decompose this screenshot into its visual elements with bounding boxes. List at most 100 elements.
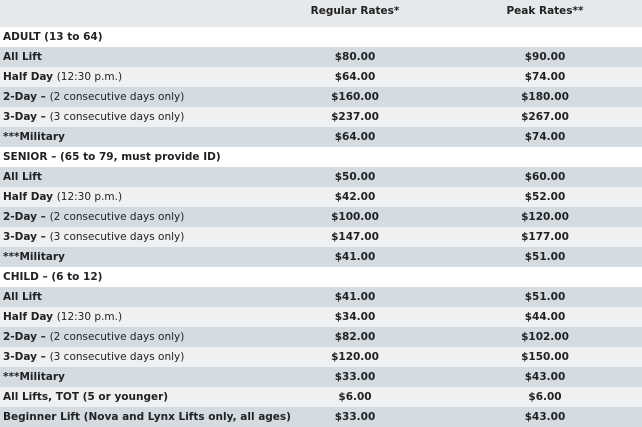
section-row: ADULT (13 to 64) <box>0 27 642 47</box>
rate-note: (3 consecutive days only) <box>49 231 185 243</box>
peak-rate: $180.00 <box>448 87 642 107</box>
rate-note: (12:30 p.m.) <box>56 191 123 203</box>
rate-note: (2 consecutive days only) <box>49 211 185 223</box>
section-title: ADULT (13 to 64) <box>0 27 642 47</box>
header-blank <box>0 0 262 27</box>
rate-label-cell: Half Day (12:30 p.m.) <box>0 67 262 87</box>
peak-rate: $90.00 <box>448 47 642 67</box>
rate-label: 3-Day – <box>3 351 46 363</box>
regular-rate: $33.00 <box>262 367 448 387</box>
rate-row: 3-Day – (3 consecutive days only) $237.00… <box>0 107 642 127</box>
regular-rate: $6.00 <box>262 387 448 407</box>
section-row: SENIOR – (65 to 79, must provide ID) <box>0 147 642 167</box>
header-row: Regular Rates* Peak Rates** <box>0 0 642 27</box>
rate-label-cell: 2-Day – (2 consecutive days only) <box>0 207 262 227</box>
rate-label: Half Day <box>3 71 54 83</box>
rate-label: All Lift <box>3 171 42 183</box>
rate-label-cell: All Lift <box>0 167 262 187</box>
rate-row: All Lift $41.00 $51.00 <box>0 287 642 307</box>
peak-rate: $60.00 <box>448 167 642 187</box>
regular-rate: $41.00 <box>262 287 448 307</box>
rate-label: ***Military <box>3 371 65 383</box>
regular-rate: $100.00 <box>262 207 448 227</box>
rate-label: 3-Day – <box>3 111 46 123</box>
rate-row: 3-Day – (3 consecutive days only) $120.00… <box>0 347 642 367</box>
rate-row: Half Day (12:30 p.m.) $42.00 $52.00 <box>0 187 642 207</box>
peak-rate: $43.00 <box>448 407 642 427</box>
regular-rate: $64.00 <box>262 67 448 87</box>
rate-label-cell: All Lifts, TOT (5 or younger) <box>0 387 262 407</box>
peak-rate: $120.00 <box>448 207 642 227</box>
rate-label: All Lift <box>3 51 42 63</box>
rate-label-cell: 3-Day – (3 consecutive days only) <box>0 227 262 247</box>
header-peak: Peak Rates** <box>448 0 642 27</box>
rate-label-cell: 3-Day – (3 consecutive days only) <box>0 347 262 367</box>
rate-row: 2-Day – (2 consecutive days only) $100.00… <box>0 207 642 227</box>
rate-label: Beginner Lift (Nova and Lynx Lifts only,… <box>3 411 291 423</box>
rate-note: (3 consecutive days only) <box>49 111 185 123</box>
regular-rate: $34.00 <box>262 307 448 327</box>
peak-rate: $43.00 <box>448 367 642 387</box>
regular-rate: $41.00 <box>262 247 448 267</box>
rate-note: (12:30 p.m.) <box>56 71 123 83</box>
rate-label-cell: ***Military <box>0 247 262 267</box>
peak-rate: $177.00 <box>448 227 642 247</box>
rate-row: Beginner Lift (Nova and Lynx Lifts only,… <box>0 407 642 427</box>
rate-row: ***Military $33.00 $43.00 <box>0 367 642 387</box>
rate-label: 2-Day – <box>3 211 46 223</box>
rate-label: Half Day <box>3 311 54 323</box>
section-row: CHILD – (6 to 12) <box>0 267 642 287</box>
rate-row: Half Day (12:30 p.m.) $64.00 $74.00 <box>0 67 642 87</box>
rate-row: All Lift $80.00 $90.00 <box>0 47 642 67</box>
peak-rate: $51.00 <box>448 287 642 307</box>
rate-label-cell: All Lift <box>0 287 262 307</box>
rate-label-cell: Half Day (12:30 p.m.) <box>0 307 262 327</box>
peak-rate: $267.00 <box>448 107 642 127</box>
rate-row: Half Day (12:30 p.m.) $34.00 $44.00 <box>0 307 642 327</box>
rate-row: 2-Day – (2 consecutive days only) $160.00… <box>0 87 642 107</box>
peak-rate: $74.00 <box>448 127 642 147</box>
rate-label-cell: ***Military <box>0 367 262 387</box>
regular-rate: $82.00 <box>262 327 448 347</box>
rate-note: (12:30 p.m.) <box>56 311 123 323</box>
peak-rate: $51.00 <box>448 247 642 267</box>
header-regular: Regular Rates* <box>262 0 448 27</box>
rate-label-cell: 3-Day – (3 consecutive days only) <box>0 107 262 127</box>
rate-label-cell: All Lift <box>0 47 262 67</box>
rate-label: ***Military <box>3 251 65 263</box>
rate-label: 2-Day – <box>3 331 46 343</box>
rate-row: ***Military $41.00 $51.00 <box>0 247 642 267</box>
rate-label-cell: 2-Day – (2 consecutive days only) <box>0 87 262 107</box>
regular-rate: $120.00 <box>262 347 448 367</box>
rate-row: ***Military $64.00 $74.00 <box>0 127 642 147</box>
peak-rate: $102.00 <box>448 327 642 347</box>
regular-rate: $33.00 <box>262 407 448 427</box>
rate-row: 3-Day – (3 consecutive days only) $147.00… <box>0 227 642 247</box>
rate-label-cell: 2-Day – (2 consecutive days only) <box>0 327 262 347</box>
rate-note: (3 consecutive days only) <box>49 351 185 363</box>
peak-rate: $44.00 <box>448 307 642 327</box>
rate-label: All Lift <box>3 291 42 303</box>
rate-label: Half Day <box>3 191 54 203</box>
peak-rate: $150.00 <box>448 347 642 367</box>
section-title: CHILD – (6 to 12) <box>0 267 642 287</box>
regular-rate: $42.00 <box>262 187 448 207</box>
regular-rate: $64.00 <box>262 127 448 147</box>
rate-note: (2 consecutive days only) <box>49 331 185 343</box>
peak-rate: $52.00 <box>448 187 642 207</box>
rate-row: All Lift $50.00 $60.00 <box>0 167 642 187</box>
peak-rate: $74.00 <box>448 67 642 87</box>
regular-rate: $147.00 <box>262 227 448 247</box>
rate-label: ***Military <box>3 131 65 143</box>
rate-label: 2-Day – <box>3 91 46 103</box>
regular-rate: $237.00 <box>262 107 448 127</box>
rate-label-cell: Beginner Lift (Nova and Lynx Lifts only,… <box>0 407 291 427</box>
regular-rate: $80.00 <box>262 47 448 67</box>
rate-label: 3-Day – <box>3 231 46 243</box>
rate-row: 2-Day – (2 consecutive days only) $82.00 $… <box>0 327 642 347</box>
regular-rate: $160.00 <box>262 87 448 107</box>
rate-label: All Lifts, TOT (5 or younger) <box>3 391 169 403</box>
rate-label-cell: Half Day (12:30 p.m.) <box>0 187 262 207</box>
